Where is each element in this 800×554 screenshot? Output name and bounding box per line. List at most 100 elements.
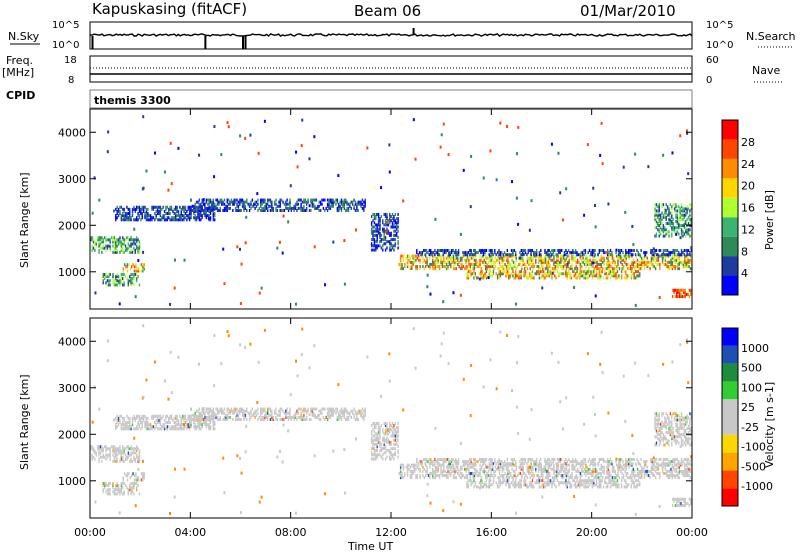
velocity-cell	[674, 467, 676, 471]
velocity-cell	[363, 415, 365, 419]
power-cell	[138, 209, 141, 213]
velocity-cell	[212, 415, 215, 419]
power-cell	[282, 200, 284, 204]
power-cell	[278, 200, 280, 204]
power-cell	[90, 238, 92, 242]
power-cell	[127, 216, 130, 220]
power-cell	[452, 267, 455, 271]
velocity-cell	[156, 427, 159, 431]
power-cell	[448, 253, 450, 257]
power-cell	[134, 248, 136, 252]
velocity-cell	[98, 449, 100, 453]
power-cell	[526, 267, 529, 271]
power-cell	[685, 258, 687, 262]
power-cell	[564, 258, 566, 262]
power-cell	[131, 207, 134, 211]
power-cell	[318, 204, 320, 208]
power-cell	[145, 216, 148, 220]
power-cell	[673, 207, 676, 211]
power-cell	[390, 219, 392, 223]
velocity-cell	[406, 465, 409, 469]
power-cell	[541, 270, 543, 274]
velocity-cell	[386, 426, 388, 430]
velocity-cell	[135, 481, 138, 485]
power-cell	[135, 238, 138, 242]
velocity-cell	[112, 481, 114, 485]
power-cell	[388, 170, 391, 174]
velocity-cell	[607, 474, 609, 478]
power-cell	[450, 256, 452, 260]
velocity-cell	[440, 469, 442, 473]
velocity-cell	[426, 471, 428, 475]
power-cell	[492, 253, 495, 257]
velocity-cell	[308, 418, 311, 421]
power-cell	[677, 290, 679, 294]
power-cell	[680, 260, 682, 264]
velocity-cell	[515, 467, 517, 471]
power-cell	[384, 212, 387, 216]
power-cell	[518, 262, 520, 266]
power-cell	[265, 202, 267, 206]
power-cell	[630, 276, 633, 280]
velocity-cell	[396, 442, 398, 446]
velocity-cell	[262, 407, 265, 411]
power-cell	[133, 227, 136, 231]
power-cell	[361, 206, 364, 210]
velocity-cell	[581, 463, 583, 467]
velocity-cell	[507, 465, 509, 469]
power-cell	[326, 209, 329, 212]
power-cell	[137, 205, 139, 209]
velocity-cell	[379, 440, 381, 444]
velocity-cell	[363, 418, 365, 421]
velocity-cell	[434, 469, 437, 473]
velocity-cell	[333, 409, 336, 413]
power-cell	[91, 238, 93, 242]
power-cell	[406, 256, 409, 260]
power-cell	[519, 262, 522, 266]
velocity-cell	[126, 445, 128, 449]
power-cell	[461, 256, 463, 260]
power-cell	[226, 206, 228, 210]
velocity-cell	[486, 476, 488, 480]
power-cell	[615, 251, 617, 255]
power-cell	[208, 206, 210, 210]
velocity-cell	[239, 418, 241, 421]
velocity-cell	[200, 421, 202, 425]
velocity-cell	[115, 455, 117, 459]
power-cell	[524, 251, 527, 255]
power-cell	[223, 198, 226, 202]
power-cell	[299, 198, 301, 202]
power-cell	[491, 258, 494, 262]
freq-label-1: Freq.	[6, 54, 33, 67]
velocity-cell	[108, 447, 110, 451]
velocity-cell	[411, 469, 413, 473]
velocity-cell	[326, 413, 329, 417]
velocity-cell	[180, 418, 182, 422]
power-cell	[632, 272, 634, 276]
power-cell	[340, 206, 343, 210]
power-cell	[482, 276, 485, 280]
power-cell	[515, 253, 517, 257]
power-cell	[625, 249, 627, 252]
power-cell	[574, 249, 577, 252]
velocity-cell	[537, 465, 540, 469]
power-cell	[679, 211, 681, 215]
power-cell	[191, 209, 194, 212]
power-cell	[662, 251, 665, 255]
power-cell	[480, 258, 483, 262]
velocity-cell	[310, 409, 312, 413]
power-cell	[647, 265, 650, 269]
velocity-cell	[639, 469, 641, 473]
velocity-cell	[322, 415, 325, 419]
velocity-cell	[553, 469, 555, 473]
power-cell	[569, 276, 571, 280]
velocity-cell	[600, 463, 602, 467]
power-cell	[126, 263, 129, 267]
power-cell	[547, 256, 550, 260]
power-cell	[673, 253, 676, 257]
power-cell	[134, 207, 136, 211]
power-cell	[576, 267, 579, 271]
power-cell	[332, 198, 334, 202]
velocity-cell	[134, 451, 136, 455]
